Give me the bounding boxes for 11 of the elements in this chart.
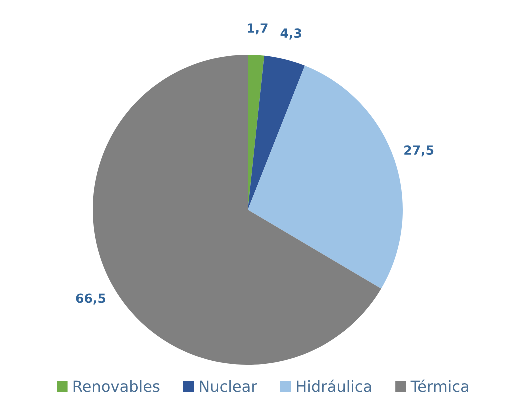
data-label: 1,7 [248,24,268,35]
legend-label: Renovables [74,380,160,392]
pie-slice [248,66,403,289]
pie-slice [248,56,306,210]
data-label: 27,5 [404,146,434,157]
legend-label: Térmica [410,380,468,392]
legend-label: Hidráulica [297,380,372,392]
legend-label: Nuclear [200,380,258,392]
data-label: 4,3 [280,28,302,40]
pie-slice [248,55,265,210]
data-label: 66,5 [76,294,106,305]
